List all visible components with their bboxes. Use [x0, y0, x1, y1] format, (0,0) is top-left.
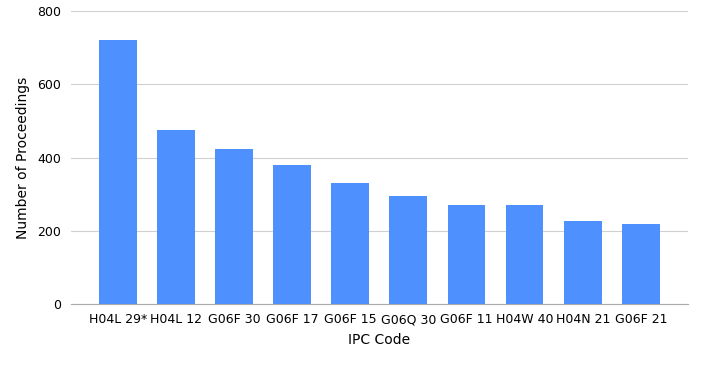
- Bar: [447, 205, 486, 304]
- Y-axis label: Number of Proceedings: Number of Proceedings: [16, 76, 30, 239]
- Bar: [215, 148, 253, 304]
- Bar: [564, 221, 601, 304]
- Bar: [622, 224, 659, 304]
- Bar: [331, 183, 369, 304]
- X-axis label: IPC Code: IPC Code: [348, 333, 411, 347]
- Bar: [389, 196, 428, 304]
- Bar: [99, 40, 137, 304]
- Bar: [273, 165, 311, 304]
- Bar: [157, 130, 195, 304]
- Bar: [506, 205, 544, 304]
